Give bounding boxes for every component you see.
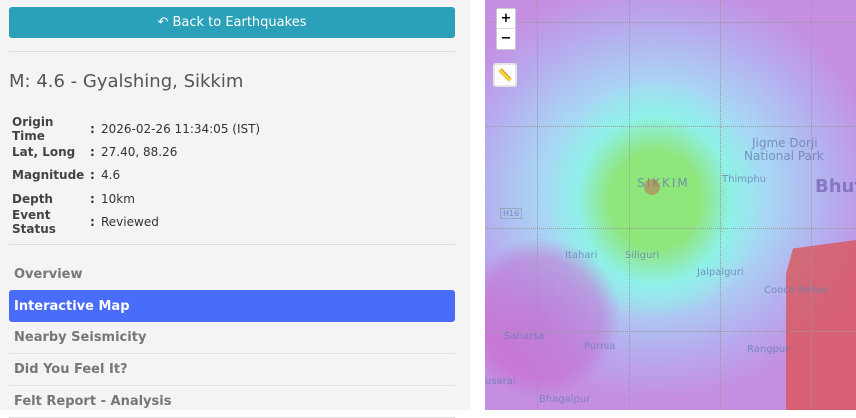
colon: : xyxy=(90,168,95,183)
menu-item-interactive-map[interactable]: Interactive Map xyxy=(9,290,455,322)
map-label: Cooch Behar xyxy=(764,285,828,296)
map-label: Saharsa xyxy=(504,331,545,342)
grid-line xyxy=(485,22,856,23)
detail-row: Depth:10km xyxy=(12,187,260,210)
detail-label: Origin Time xyxy=(12,114,54,143)
highway-shield: H16 xyxy=(500,208,523,219)
map-label: Bhagalpur xyxy=(539,394,591,405)
grid-line xyxy=(629,0,630,410)
map-label: Purnia xyxy=(584,341,616,352)
detail-row: Origin Time:2026-02-26 11:34:05 (IST) xyxy=(12,114,261,143)
interactive-map[interactable]: Jigme Dorji National Park Thimphu Bhut S… xyxy=(485,0,856,410)
event-title: M: 4.6 - Gyalshing, Sikkim xyxy=(9,71,244,92)
map-label: Jigme Dorji xyxy=(752,136,818,150)
detail-value: Reviewed xyxy=(101,214,159,229)
menu-item-did-you-feel-it[interactable]: Did You Feel It? xyxy=(9,354,455,386)
map-label: National Park xyxy=(744,149,824,163)
menu-item-felt-report-analysis[interactable]: Felt Report - Analysis xyxy=(9,386,455,418)
epicenter-marker[interactable] xyxy=(644,179,660,195)
divider xyxy=(9,51,455,52)
zoom-control: + − xyxy=(496,8,516,50)
divider xyxy=(9,244,455,245)
detail-row: Magnitude:4.6 xyxy=(12,164,260,187)
reply-icon: ↶ xyxy=(157,15,169,30)
colon: : xyxy=(90,191,95,206)
back-to-earthquakes-button[interactable]: ↶ Back to Earthquakes xyxy=(9,7,455,38)
map-label: Rangpur xyxy=(747,344,790,355)
colon: : xyxy=(90,121,95,136)
zoom-in-button[interactable]: + xyxy=(497,9,515,29)
detail-label: Magnitude xyxy=(12,168,85,183)
colon: : xyxy=(90,214,95,229)
measure-ruler-button[interactable]: 📏 xyxy=(493,63,517,87)
detail-label: Lat, Long xyxy=(12,144,76,159)
detail-value: 27.40, 88.26 xyxy=(101,144,178,159)
detail-row: Lat, Long:27.40, 88.26 xyxy=(12,140,260,163)
event-details: Origin Time:2026-02-26 11:34:05 (IST) La… xyxy=(12,114,261,236)
grid-line xyxy=(537,0,538,410)
detail-value: 10km xyxy=(101,191,135,206)
colon: : xyxy=(90,144,95,159)
map-label: Bhut xyxy=(815,176,856,197)
detail-label: Event Status xyxy=(12,207,56,236)
grid-line xyxy=(485,331,856,332)
map-label: Siliguri xyxy=(625,250,660,261)
map-label: Thimphu xyxy=(722,174,766,185)
detail-label: Depth xyxy=(12,191,53,206)
event-sidebar: ↶ Back to Earthquakes M: 4.6 - Gyalshing… xyxy=(0,0,470,418)
menu-item-nearby-seismicity[interactable]: Nearby Seismicity xyxy=(9,322,455,354)
grid-line xyxy=(811,0,812,410)
detail-value: 2026-02-26 11:34:05 (IST) xyxy=(101,121,261,136)
detail-row: Event Status: Reviewed xyxy=(12,207,260,236)
detail-value: 4.6 xyxy=(101,168,121,183)
zoom-out-button[interactable]: − xyxy=(500,31,512,46)
grid-line xyxy=(720,0,721,410)
menu-item-overview[interactable]: Overview xyxy=(14,266,83,282)
intensity-zone xyxy=(786,240,856,410)
event-menu: Overview Interactive Map Nearby Seismici… xyxy=(9,258,455,418)
map-label: Jalpaiguri xyxy=(697,267,744,278)
grid-line xyxy=(485,228,856,229)
map-label: Itahari xyxy=(565,250,598,261)
grid-line xyxy=(485,126,856,127)
ruler-icon: 📏 xyxy=(497,68,513,82)
map-label: usarai xyxy=(485,376,516,387)
